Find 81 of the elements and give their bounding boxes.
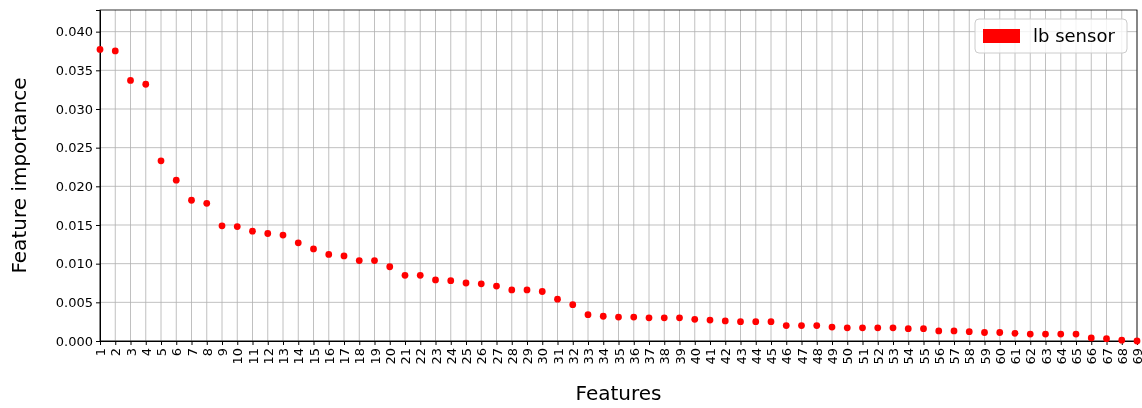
- x-tick-label: 10: [230, 348, 246, 365]
- x-tick-label: 37: [642, 348, 658, 365]
- x-tick-label: 46: [779, 348, 795, 365]
- x-tick-label: 54: [901, 348, 917, 365]
- x-tick-label: 41: [703, 348, 719, 365]
- x-tick-label: 22: [413, 348, 429, 365]
- x-tick-label: 66: [1084, 348, 1100, 365]
- x-tick-label: 40: [687, 348, 703, 365]
- x-tick-label: 68: [1114, 348, 1130, 365]
- y-tick-label: 0.020: [55, 178, 93, 194]
- x-tick-label: 51: [855, 348, 871, 365]
- x-tick-label: 61: [1008, 348, 1024, 365]
- x-tick-label: 45: [764, 348, 780, 365]
- x-tick-label: 13: [276, 348, 292, 365]
- x-tick-label: 1: [93, 348, 109, 357]
- x-tick-label: 65: [1069, 348, 1085, 365]
- x-tick-label: 53: [886, 348, 902, 365]
- x-tick-label: 25: [459, 348, 475, 365]
- x-tick-label: 15: [306, 348, 322, 365]
- x-tick-label: 4: [138, 348, 154, 357]
- x-tick-label: 43: [733, 348, 749, 365]
- x-tick-label: 60: [992, 348, 1008, 365]
- x-tick-label: 23: [428, 348, 444, 365]
- x-tick-label: 57: [947, 348, 963, 365]
- x-tick-label: 2: [108, 348, 124, 357]
- y-tick-label: 0.035: [55, 62, 93, 78]
- x-tick-label: 67: [1099, 348, 1115, 365]
- y-tick-label: 0.010: [55, 256, 93, 272]
- x-tick-label: 11: [245, 348, 261, 365]
- x-tick-label: 39: [672, 348, 688, 365]
- x-tick-label: 14: [291, 348, 307, 365]
- x-tick-label: 8: [199, 348, 215, 357]
- y-tick-label: 0.025: [55, 140, 93, 156]
- x-tick-label: 17: [337, 348, 353, 365]
- y-tick-label: 0.040: [55, 24, 93, 40]
- legend-label: lb sensor: [1033, 25, 1116, 47]
- x-tick-label: 55: [916, 348, 932, 365]
- x-tick-label: 34: [596, 348, 612, 365]
- x-tick-label: 28: [504, 348, 520, 365]
- x-tick-label: 18: [352, 348, 368, 365]
- x-tick-label: 63: [1038, 348, 1054, 365]
- x-tick-label: 59: [977, 348, 993, 365]
- x-tick-label: 32: [565, 348, 581, 365]
- x-tick-label: 58: [962, 348, 978, 365]
- x-tick-label: 33: [581, 348, 597, 365]
- x-tick-label: 9: [215, 348, 231, 357]
- x-tick-label: 19: [367, 348, 383, 365]
- x-tick-label: 21: [398, 348, 414, 365]
- x-tick-label: 7: [184, 348, 200, 357]
- x-tick-label: 16: [321, 348, 337, 365]
- x-tick-label: 30: [535, 348, 551, 365]
- x-tick-label: 3: [123, 348, 139, 357]
- x-tick-label: 29: [520, 348, 536, 365]
- x-tick-label: 20: [382, 348, 398, 365]
- y-tick-label: 0.015: [55, 217, 93, 233]
- x-tick-label: 69: [1130, 348, 1142, 365]
- x-tick-label: 47: [794, 348, 810, 365]
- y-tick-label: 0.005: [55, 294, 93, 310]
- x-tick-label: 31: [550, 348, 566, 365]
- x-tick-label: 5: [154, 348, 170, 357]
- x-tick-label: 42: [718, 348, 734, 365]
- x-tick-label: 56: [931, 348, 947, 365]
- y-tick-label: 0.030: [55, 101, 93, 117]
- x-tick-label: 36: [626, 348, 642, 365]
- x-tick-label: 49: [825, 348, 841, 365]
- y-axis-title: Feature importance: [7, 77, 31, 274]
- x-tick-label: 35: [611, 348, 627, 365]
- x-tick-label: 44: [748, 348, 764, 365]
- x-tick-label: 64: [1053, 348, 1069, 365]
- x-tick-label: 27: [489, 348, 505, 365]
- x-tick-label: 48: [809, 348, 825, 365]
- x-tick-label: 24: [443, 348, 459, 365]
- x-tick-label: 62: [1023, 348, 1039, 365]
- x-axis-title: Features: [575, 381, 662, 405]
- x-tick-label: 6: [169, 348, 185, 357]
- x-tick-label: 38: [657, 348, 673, 365]
- y-tick-label: 0.000: [55, 333, 93, 349]
- x-tick-label: 50: [840, 348, 856, 365]
- x-tick-label: 26: [474, 348, 490, 365]
- x-tick-label: 12: [260, 348, 276, 365]
- x-tick-label: 52: [870, 348, 886, 365]
